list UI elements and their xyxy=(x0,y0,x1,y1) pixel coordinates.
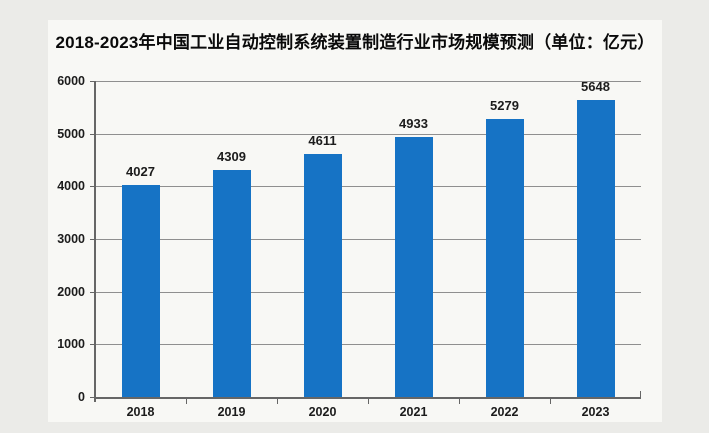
x-tick-label: 2023 xyxy=(581,405,610,419)
bar-value-label: 5279 xyxy=(490,97,519,113)
y-tick-label: 0 xyxy=(78,390,85,404)
x-axis xyxy=(94,397,641,399)
x-axis-tick xyxy=(550,398,551,404)
bar xyxy=(303,154,342,397)
x-tick-label: 2021 xyxy=(399,405,428,419)
gridline xyxy=(95,239,641,240)
chart-panel: 2018-2023年中国工业自动控制系统装置制造行业市场规模预测（单位：亿元） … xyxy=(48,20,662,422)
gridline xyxy=(95,291,641,293)
plot-area: 0 1000 2000 3000 4000 5000 6000 4027 2018 4309 201… xyxy=(48,20,662,422)
bar-value-label: 4933 xyxy=(399,116,428,132)
gridline xyxy=(95,81,641,82)
y-axis-tick xyxy=(90,81,95,82)
y-axis-tick xyxy=(90,133,95,135)
chart-title: 2018-2023年中国工业自动控制系统装置制造行业市场规模预测（单位：亿元） xyxy=(55,33,655,52)
y-tick-label: 6000 xyxy=(57,74,85,88)
gridline xyxy=(95,344,641,346)
bar-value-label: 4027 xyxy=(126,163,155,179)
x-tick-label: 2019 xyxy=(217,405,246,419)
y-axis-tick xyxy=(90,397,95,398)
x-axis-tick xyxy=(186,398,187,404)
bar xyxy=(394,137,433,397)
x-axis-tick xyxy=(368,398,369,404)
bar xyxy=(485,118,524,397)
y-axis-tick xyxy=(90,344,95,346)
y-axis-tick xyxy=(90,291,95,293)
y-tick-label: 2000 xyxy=(57,284,85,299)
x-axis-tick xyxy=(277,398,278,404)
x-tick-label: 2018 xyxy=(126,405,155,419)
gridline xyxy=(95,133,641,135)
x-tick-label: 2020 xyxy=(308,405,337,419)
x-axis-tick xyxy=(459,398,460,404)
y-axis xyxy=(94,81,96,402)
x-axis-end-tick xyxy=(640,391,641,397)
gridline xyxy=(95,186,641,188)
bar xyxy=(576,99,615,397)
y-axis-tick xyxy=(90,239,95,240)
bar-value-label: 5648 xyxy=(581,78,610,94)
y-axis-tick xyxy=(90,186,95,188)
x-tick-label: 2022 xyxy=(490,405,519,419)
y-tick-label: 4000 xyxy=(57,179,85,194)
bar xyxy=(212,170,251,397)
y-tick-label: 5000 xyxy=(57,126,85,141)
y-tick-label: 1000 xyxy=(57,337,85,352)
bar-value-label: 4309 xyxy=(217,149,246,165)
bar xyxy=(121,184,160,397)
bar-value-label: 4611 xyxy=(308,133,337,149)
y-tick-label: 3000 xyxy=(57,232,85,246)
